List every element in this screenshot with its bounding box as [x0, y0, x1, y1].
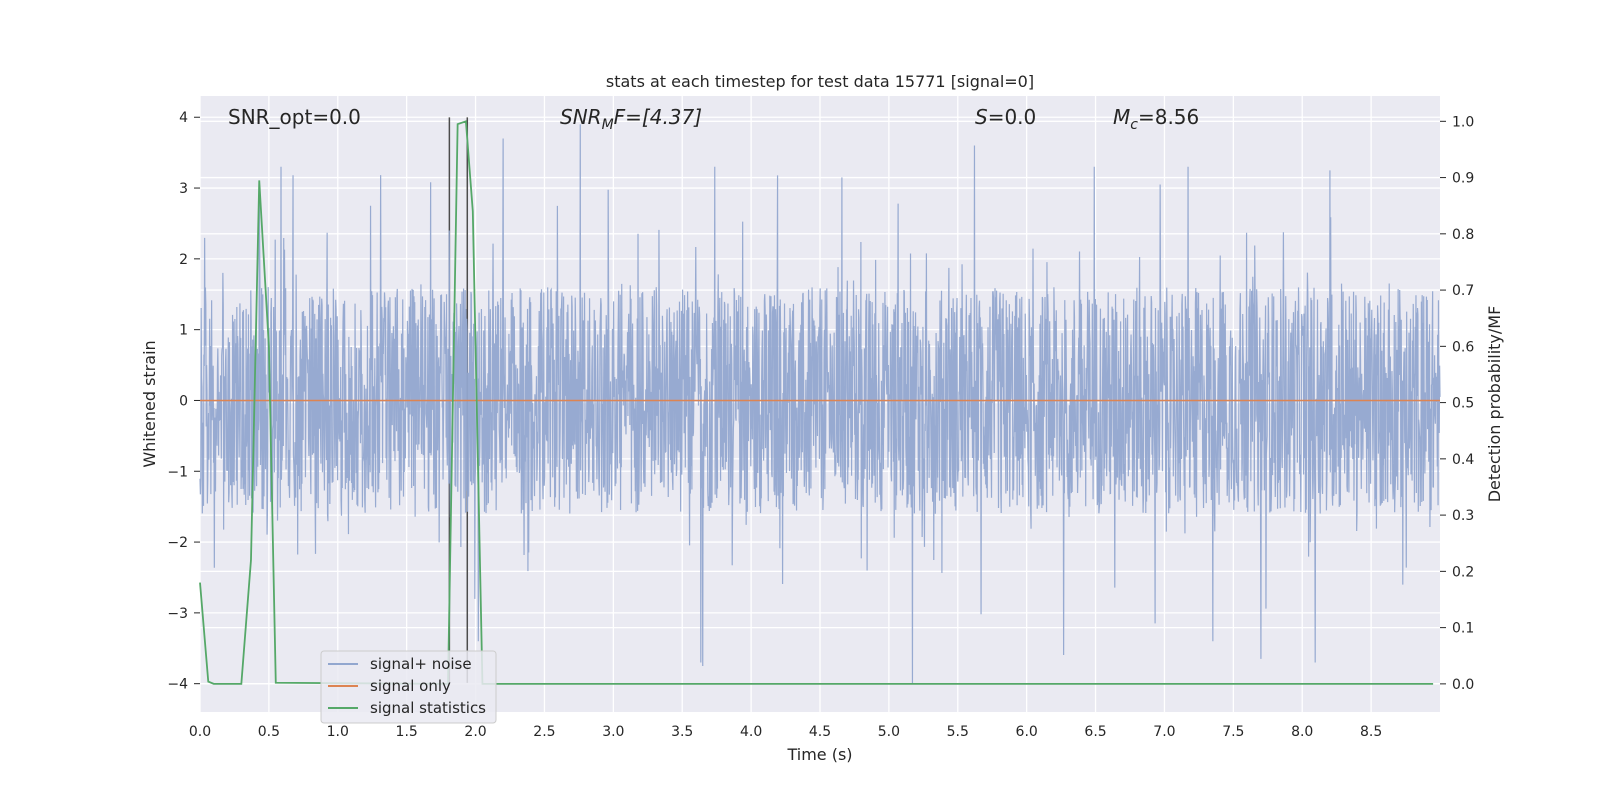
- x-tick-label: 1.0: [327, 724, 349, 740]
- annotation-snr-mf: SNRMF=[4.37]: [560, 105, 702, 133]
- y-right-tick-label: 0.2: [1452, 564, 1474, 580]
- x-tick-label: 2.0: [464, 724, 486, 740]
- y-right-tick-label: 0.6: [1452, 339, 1474, 355]
- annotation-mc: Mc=8.56: [1113, 105, 1199, 133]
- x-tick-label: 0.5: [258, 724, 280, 740]
- chart-title: stats at each timestep for test data 157…: [606, 72, 1034, 91]
- x-tick-label: 7.0: [1153, 724, 1175, 740]
- x-tick-label: 3.5: [671, 724, 693, 740]
- y-right-tick-label: 0.8: [1452, 227, 1474, 243]
- legend-label-signal-plus-noise: signal+ noise: [370, 655, 472, 673]
- legend: signal+ noise signal only signal statist…: [320, 650, 497, 724]
- series-signal-statistics: [199, 120, 1434, 685]
- x-tick-label: 2.5: [533, 724, 555, 740]
- y-tick-labels-left: 4 3 2 1 0 −1 −2 −3 −4: [167, 110, 200, 693]
- y-axis-label-right: Detection probability/MF: [1485, 306, 1504, 503]
- y-tick-label: 1: [179, 323, 188, 339]
- y-right-tick-label: 0.9: [1452, 171, 1474, 187]
- y-tick-label: −4: [167, 677, 188, 693]
- annotation-s-stat: S=0.0: [975, 105, 1036, 129]
- x-tick-label: 8.0: [1291, 724, 1313, 740]
- y-tick-labels-right: 1.0 0.9 0.8 0.7 0.6 0.5 0.4 0.3 0.2 0.1 0.0: [1440, 114, 1474, 693]
- x-tick-label: 5.5: [947, 724, 969, 740]
- y-right-tick-label: 0.3: [1452, 508, 1474, 524]
- x-tick-label: 3.0: [602, 724, 624, 740]
- y-tick-label: −1: [167, 464, 188, 480]
- y-tick-label: 0: [179, 393, 188, 409]
- y-right-tick-label: 0.5: [1452, 396, 1474, 412]
- x-tick-label: 5.0: [878, 724, 900, 740]
- y-tick-label: −2: [167, 535, 188, 551]
- x-tick-label: 8.5: [1360, 724, 1382, 740]
- y-right-tick-label: 0.4: [1452, 452, 1474, 468]
- legend-box: [320, 650, 497, 724]
- y-axis-label-left: Whitened strain: [140, 340, 159, 467]
- x-tick-label: 1.5: [396, 724, 418, 740]
- y-right-tick-label: 0.1: [1452, 621, 1474, 637]
- series-signal-plus-noise: [199, 124, 1441, 684]
- x-tick-label: 6.5: [1084, 724, 1106, 740]
- y-tick-label: −3: [167, 606, 188, 622]
- x-axis-label: Time (s): [786, 745, 852, 764]
- y-tick-label: 2: [179, 252, 188, 268]
- y-right-tick-label: 1.0: [1452, 114, 1474, 130]
- x-tick-label: 4.0: [740, 724, 762, 740]
- x-tick-label: 6.0: [1016, 724, 1038, 740]
- legend-label-signal-statistics: signal statistics: [370, 699, 486, 717]
- x-tick-label: 0.0: [189, 724, 211, 740]
- y-right-tick-label: 0.0: [1452, 677, 1474, 693]
- legend-label-signal-only: signal only: [370, 677, 451, 695]
- x-tick-label: 4.5: [809, 724, 831, 740]
- y-tick-label: 3: [179, 181, 188, 197]
- y-tick-label: 4: [179, 110, 188, 126]
- x-tick-label: 7.5: [1222, 724, 1244, 740]
- y-right-tick-label: 0.7: [1452, 283, 1474, 299]
- annotation-snr-opt: SNR_opt=0.0: [228, 105, 361, 129]
- x-tick-labels: 0.0 0.5 1.0 1.5 2.0 2.5 3.0 3.5 4.0 4.5 5.0 5.5 6.0 6…: [189, 724, 1382, 740]
